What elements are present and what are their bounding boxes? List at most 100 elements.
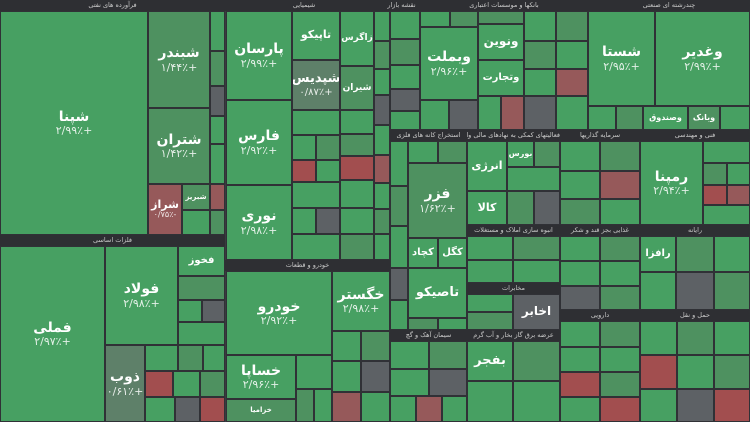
treemap-tile[interactable] [390,186,408,226]
treemap-tile[interactable] [560,347,600,372]
treemap-tile[interactable] [467,381,513,422]
treemap-tile[interactable] [467,312,513,330]
treemap-tile[interactable] [524,11,556,41]
treemap-tile[interactable] [501,96,524,130]
treemap-tile[interactable]: شیران [340,66,374,110]
treemap-tile[interactable]: وتجارت [478,60,524,96]
treemap-tile[interactable]: شپدیس +۰/۸۷٪ [292,60,340,110]
treemap-tile[interactable] [420,100,449,130]
treemap-tile[interactable] [200,371,225,397]
treemap-tile[interactable] [374,234,390,260]
treemap-tile[interactable] [420,11,450,27]
treemap-tile[interactable] [292,182,340,208]
treemap-tile[interactable] [714,236,750,272]
treemap-tile[interactable]: فارس +۲/۹۲٪ [226,100,292,185]
treemap-tile[interactable] [390,141,408,186]
treemap-tile[interactable] [560,199,600,225]
treemap-tile[interactable] [292,160,316,182]
treemap-tile[interactable]: تاپیکو [292,11,340,60]
treemap-tile[interactable] [145,397,175,422]
treemap-tile[interactable] [292,208,316,234]
treemap-tile[interactable]: رافزا [640,236,676,272]
treemap-tile[interactable] [361,392,390,422]
treemap-tile[interactable] [203,345,225,371]
treemap-tile[interactable] [374,95,390,125]
treemap-tile[interactable] [292,110,340,135]
treemap-tile[interactable] [332,331,361,361]
treemap-tile[interactable] [173,371,200,397]
treemap-tile[interactable] [703,141,750,163]
treemap-tile[interactable]: خگستر +۲/۹۸٪ [332,271,390,331]
treemap-tile[interactable]: شبندر +۱/۴۴٪ [148,11,210,108]
treemap-tile[interactable] [390,369,429,396]
treemap-tile[interactable]: شستا +۲/۹۵٪ [588,11,655,106]
treemap-tile[interactable] [390,39,420,65]
treemap-tile[interactable] [340,110,374,134]
treemap-tile[interactable]: فخوز [178,246,225,276]
treemap-tile[interactable] [534,141,560,167]
treemap-tile[interactable] [332,392,361,422]
treemap-tile[interactable] [560,171,600,199]
treemap-tile[interactable]: ونوین [478,24,524,60]
treemap-tile[interactable] [374,125,390,155]
treemap-tile[interactable] [145,371,173,397]
treemap-tile[interactable] [507,167,560,191]
treemap-tile[interactable] [340,234,374,260]
treemap-tile[interactable]: بورس [507,141,534,167]
treemap-tile[interactable] [478,96,501,130]
treemap-tile[interactable] [450,11,478,27]
treemap-tile[interactable] [513,341,560,381]
treemap-tile[interactable] [449,100,478,130]
treemap-tile[interactable]: خودرو +۲/۹۲٪ [226,271,332,355]
treemap-tile[interactable]: کگل [438,238,467,268]
treemap-tile[interactable] [560,236,600,261]
treemap-tile[interactable] [676,236,714,272]
treemap-tile[interactable] [560,261,600,286]
treemap-tile[interactable] [560,321,600,347]
treemap-tile[interactable] [478,11,524,24]
treemap-tile[interactable] [467,260,513,283]
treemap-tile[interactable] [507,191,534,225]
treemap-tile[interactable] [640,355,677,389]
treemap-tile[interactable] [556,41,588,69]
treemap-tile[interactable] [340,134,374,156]
treemap-tile[interactable] [210,210,225,235]
treemap-tile[interactable]: خزامیا [226,399,296,422]
treemap-tile[interactable] [556,96,588,130]
treemap-tile[interactable] [560,397,600,422]
treemap-tile[interactable] [210,11,225,51]
treemap-tile[interactable] [292,135,316,160]
treemap-tile[interactable] [210,184,225,210]
treemap-tile[interactable] [374,209,390,234]
treemap-tile[interactable] [600,236,640,261]
treemap-tile[interactable] [600,261,640,286]
treemap-tile[interactable] [210,51,225,86]
treemap-tile[interactable]: شپنا +۲/۹۹٪ [0,11,148,235]
treemap-tile[interactable]: زاگرس [340,11,374,66]
treemap-tile[interactable] [374,69,390,95]
treemap-tile[interactable]: خساپا +۲/۹۶٪ [226,355,296,399]
treemap-tile[interactable] [145,345,178,371]
treemap-tile[interactable] [513,236,560,260]
treemap-tile[interactable] [524,69,556,96]
treemap-tile[interactable] [600,141,640,171]
treemap-tile[interactable]: فولاد +۲/۹۸٪ [105,246,178,345]
treemap-tile[interactable] [442,396,467,422]
treemap-tile[interactable] [390,341,429,369]
treemap-tile[interactable] [467,294,513,312]
treemap-tile[interactable] [340,180,374,208]
treemap-tile[interactable] [390,268,408,300]
treemap-tile[interactable]: اخابر [513,294,560,330]
treemap-tile[interactable] [600,286,640,310]
treemap-tile[interactable]: کالا [467,191,507,225]
treemap-tile[interactable] [600,397,640,422]
treemap-tile[interactable] [292,234,340,260]
treemap-tile[interactable] [340,208,374,234]
treemap-tile[interactable] [202,300,225,322]
treemap-tile[interactable] [390,300,408,330]
treemap-tile[interactable] [560,286,600,310]
treemap-tile[interactable] [714,272,750,310]
treemap-tile[interactable] [438,141,467,163]
treemap-tile[interactable] [534,191,560,225]
treemap-tile[interactable] [361,361,390,392]
